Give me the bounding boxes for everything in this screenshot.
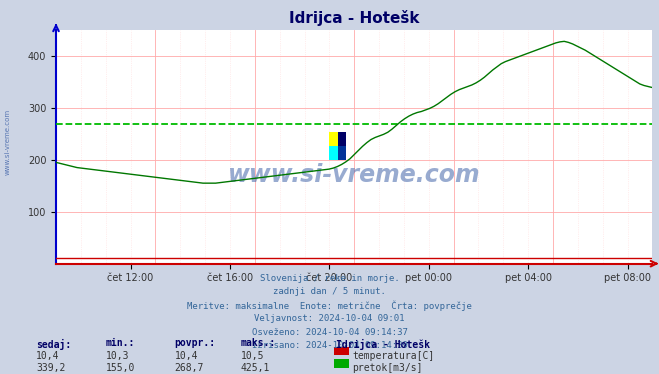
Text: www.si-vreme.com: www.si-vreme.com xyxy=(5,109,11,175)
Text: sedaj:: sedaj: xyxy=(36,338,71,349)
Text: 10,4: 10,4 xyxy=(36,351,60,361)
Text: 10,3: 10,3 xyxy=(105,351,129,361)
Text: pretok[m3/s]: pretok[m3/s] xyxy=(353,363,423,373)
Text: min.:: min.: xyxy=(105,338,135,349)
Text: Veljavnost: 2024-10-04 09:01: Veljavnost: 2024-10-04 09:01 xyxy=(254,314,405,323)
Text: zadnji dan / 5 minut.: zadnji dan / 5 minut. xyxy=(273,287,386,296)
Text: Meritve: maksimalne  Enote: metrične  Črta: povprečje: Meritve: maksimalne Enote: metrične Črta… xyxy=(187,301,472,311)
Text: povpr.:: povpr.: xyxy=(175,338,215,349)
Title: Idrijca - Hotešk: Idrijca - Hotešk xyxy=(289,10,420,26)
Text: Izrisano: 2024-10-04 09:14:39: Izrisano: 2024-10-04 09:14:39 xyxy=(252,341,407,350)
Text: 10,5: 10,5 xyxy=(241,351,264,361)
Text: 268,7: 268,7 xyxy=(175,363,204,373)
Text: Slovenija / reke in morje.: Slovenija / reke in morje. xyxy=(260,274,399,283)
Text: 155,0: 155,0 xyxy=(105,363,135,373)
Text: 10,4: 10,4 xyxy=(175,351,198,361)
Text: 339,2: 339,2 xyxy=(36,363,66,373)
Text: temperatura[C]: temperatura[C] xyxy=(353,351,435,361)
Text: Osveženo: 2024-10-04 09:14:37: Osveženo: 2024-10-04 09:14:37 xyxy=(252,328,407,337)
Text: maks.:: maks.: xyxy=(241,338,275,349)
Text: 425,1: 425,1 xyxy=(241,363,270,373)
Text: Idrijca - Hotešk: Idrijca - Hotešk xyxy=(336,338,430,349)
Text: www.si-vreme.com: www.si-vreme.com xyxy=(228,163,480,187)
